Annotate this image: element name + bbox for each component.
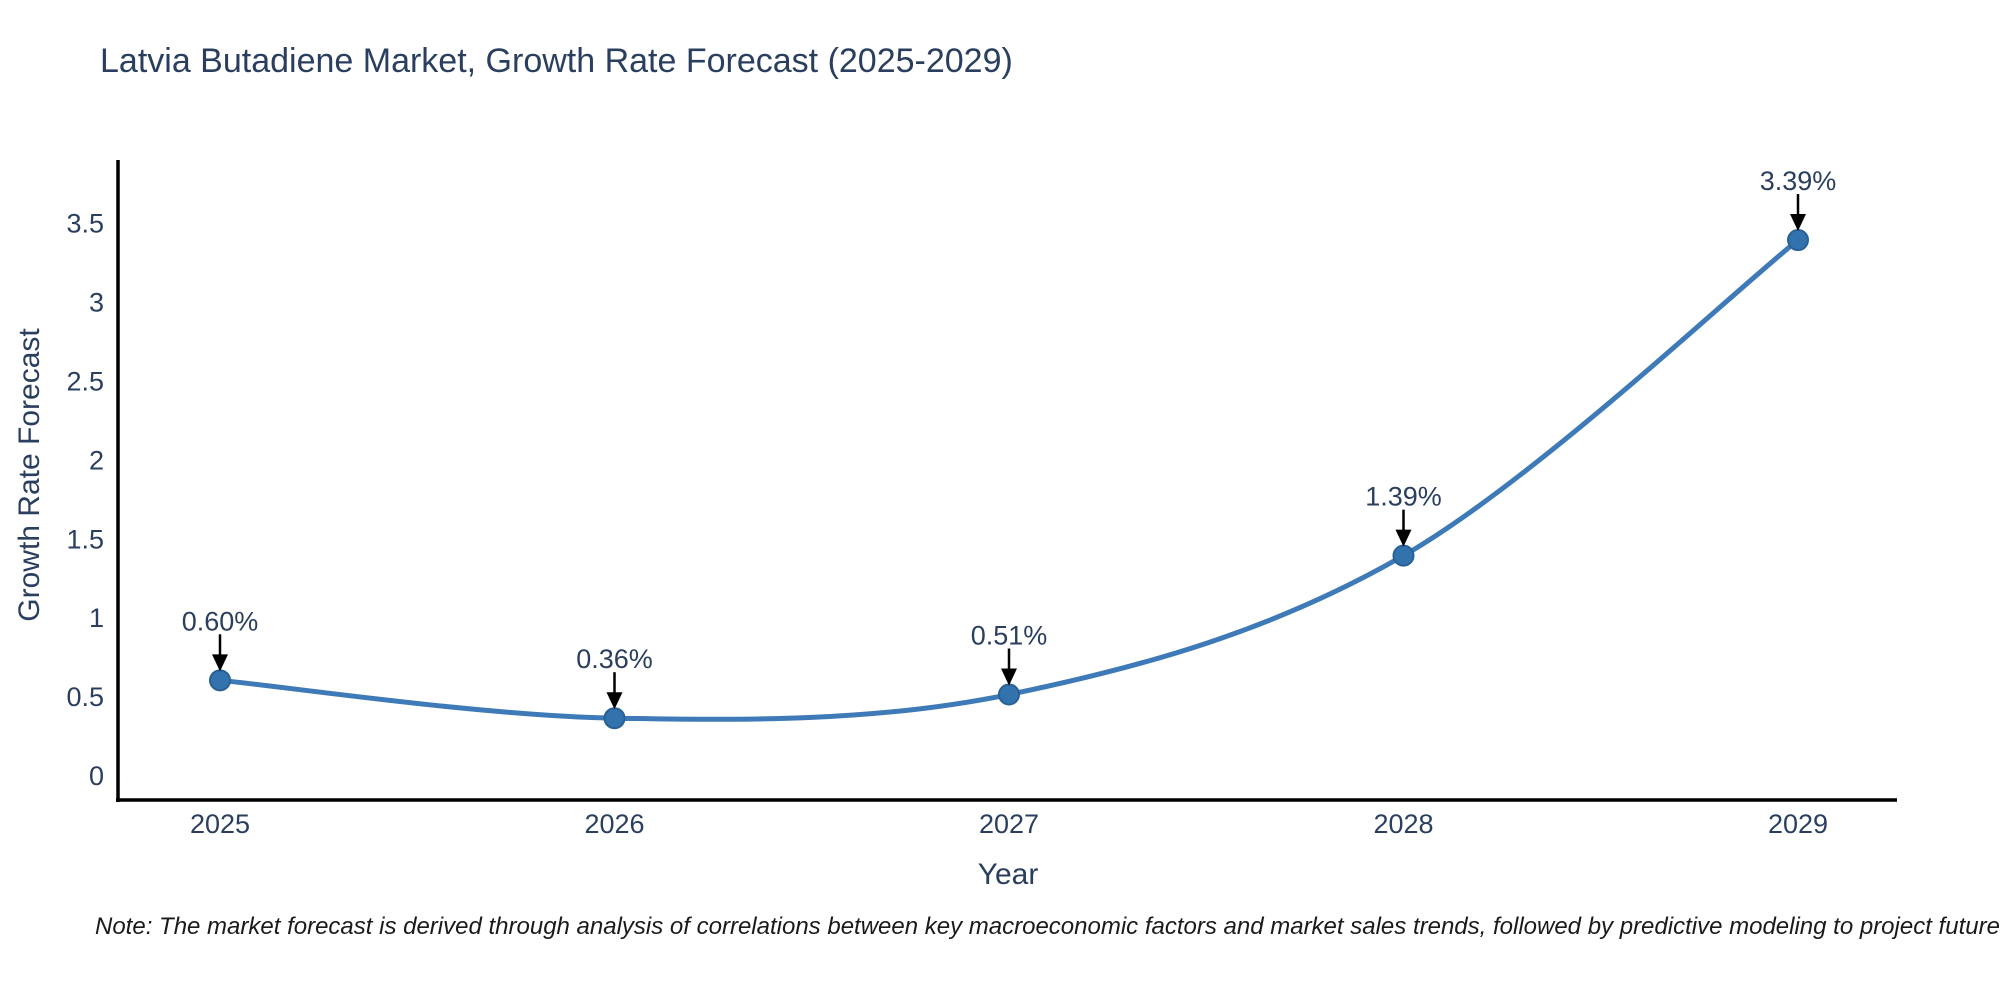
x-tick-label-2029: 2029 xyxy=(1768,809,1828,839)
x-tick-label-2025: 2025 xyxy=(190,809,250,839)
annotation-arrowhead xyxy=(1395,529,1412,547)
y-tick-label-0.5: 0.5 xyxy=(66,682,104,712)
x-tick-label-2027: 2027 xyxy=(979,809,1039,839)
point-annotation-2026: 0.36% xyxy=(576,644,653,674)
data-point-2029[interactable] xyxy=(1787,229,1809,252)
point-annotation-2028: 1.39% xyxy=(1365,482,1442,512)
y-tick-label-1: 1 xyxy=(89,603,104,633)
chart-title: Latvia Butadiene Market, Growth Rate For… xyxy=(100,42,1013,80)
y-tick-label-3.5: 3.5 xyxy=(66,209,104,239)
data-point-2025[interactable] xyxy=(209,669,231,692)
y-tick-label-3: 3 xyxy=(89,288,104,318)
y-axis-title: Growth Rate Forecast xyxy=(13,328,46,622)
footnote: Note: The market forecast is derived thr… xyxy=(95,913,2000,940)
annotation-arrowhead xyxy=(606,692,623,710)
annotation-arrowhead xyxy=(212,654,228,672)
point-annotation-2025: 0.60% xyxy=(182,606,259,636)
x-tick-label-2028: 2028 xyxy=(1373,809,1433,839)
x-tick-label-2026: 2026 xyxy=(584,809,644,839)
forecast-line xyxy=(217,237,1801,722)
y-tick-label-2.5: 2.5 xyxy=(66,367,104,397)
data-point-2028[interactable] xyxy=(1392,544,1415,567)
x-axis-title: Year xyxy=(977,858,1039,891)
data-point-2026[interactable] xyxy=(603,707,626,730)
y-tick-label-1.5: 1.5 xyxy=(66,524,104,554)
y-tick-label-2: 2 xyxy=(89,445,104,475)
y-tick-label-0: 0 xyxy=(89,761,104,791)
data-point-2027[interactable] xyxy=(998,683,1020,706)
annotation-arrowhead xyxy=(1001,668,1017,686)
annotation-arrowhead xyxy=(1790,214,1806,232)
point-annotation-2029: 3.39% xyxy=(1760,166,1837,196)
point-annotation-2027: 0.51% xyxy=(971,621,1048,651)
